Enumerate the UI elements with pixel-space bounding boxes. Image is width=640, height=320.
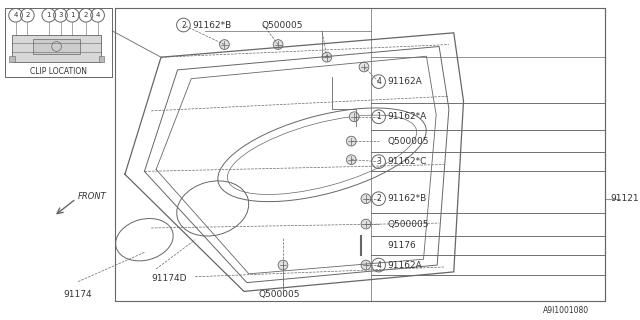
Text: 4: 4	[13, 12, 18, 18]
Text: 91162*A: 91162*A	[387, 112, 427, 121]
Text: 91176: 91176	[387, 241, 416, 250]
Text: 4: 4	[376, 260, 381, 269]
Text: 91174D: 91174D	[151, 274, 187, 283]
Circle shape	[273, 40, 283, 49]
Text: A9I1001080: A9I1001080	[543, 307, 589, 316]
Text: Q500005: Q500005	[387, 137, 429, 146]
Text: Q500005: Q500005	[262, 20, 303, 29]
Circle shape	[220, 40, 229, 49]
Circle shape	[361, 260, 371, 270]
Text: 2: 2	[181, 20, 186, 29]
Circle shape	[322, 52, 332, 62]
Text: 1: 1	[47, 12, 51, 18]
Bar	[9, 56, 15, 62]
Text: 3: 3	[58, 12, 63, 18]
Text: 2: 2	[84, 12, 88, 18]
Text: 1: 1	[376, 112, 381, 121]
Circle shape	[349, 112, 359, 122]
Text: 91121: 91121	[610, 194, 639, 203]
Text: 91174: 91174	[63, 290, 92, 299]
Text: Q500005: Q500005	[387, 220, 429, 228]
Text: 91162A: 91162A	[387, 77, 422, 86]
Circle shape	[359, 62, 369, 72]
Circle shape	[278, 260, 288, 270]
Circle shape	[346, 136, 356, 146]
Text: 91162*B: 91162*B	[192, 20, 232, 29]
Circle shape	[346, 155, 356, 164]
Text: 3: 3	[376, 157, 381, 166]
Bar	[99, 56, 104, 62]
Text: 91162*B: 91162*B	[387, 194, 427, 203]
Text: 4: 4	[95, 12, 100, 18]
Text: FRONT: FRONT	[78, 192, 107, 201]
Circle shape	[361, 194, 371, 204]
Text: 2: 2	[376, 194, 381, 203]
Text: 4: 4	[376, 77, 381, 86]
Text: CLIP LOCATION: CLIP LOCATION	[30, 67, 87, 76]
Text: 1: 1	[70, 12, 74, 18]
Text: Q500005: Q500005	[259, 290, 300, 299]
Text: 91162A: 91162A	[387, 260, 422, 269]
Bar	[33, 39, 80, 54]
Bar	[12, 35, 102, 62]
Text: 91162*C: 91162*C	[387, 157, 427, 166]
Circle shape	[361, 219, 371, 229]
Text: 2: 2	[25, 12, 29, 18]
